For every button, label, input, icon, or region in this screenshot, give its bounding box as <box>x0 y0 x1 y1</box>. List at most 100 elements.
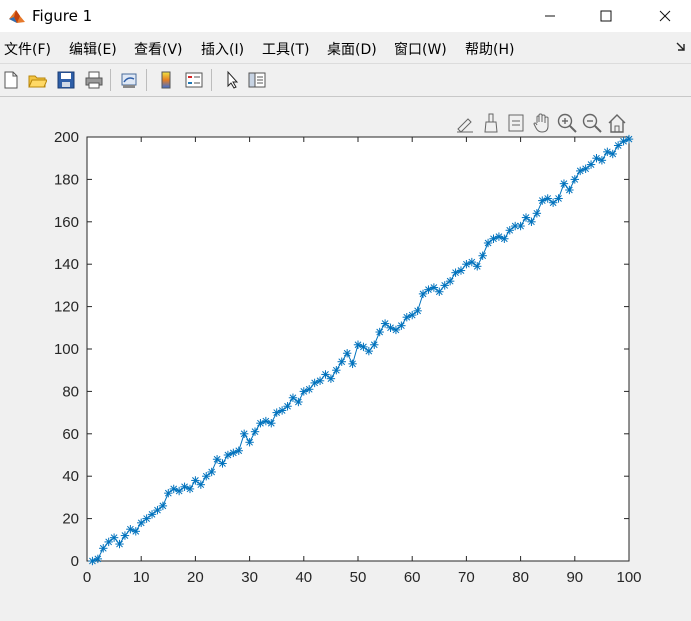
menu-help[interactable]: 帮助(H) <box>465 42 515 58</box>
data-point-marker <box>207 467 216 477</box>
menu-edit[interactable]: 编辑(E) <box>69 42 117 58</box>
data-point-marker <box>321 370 330 379</box>
x-tick-label: 60 <box>404 569 421 586</box>
data-point-marker <box>456 266 466 275</box>
axes-toolbar <box>454 112 632 134</box>
x-tick-label: 80 <box>512 569 529 586</box>
maximize-icon <box>600 10 612 22</box>
data-point-marker <box>348 359 357 369</box>
maximize-button[interactable] <box>583 0 629 32</box>
toolbar-separator <box>211 69 212 91</box>
y-tick-label: 20 <box>62 511 79 528</box>
brush-icon[interactable] <box>480 112 502 134</box>
data-point-marker <box>613 141 623 150</box>
data-point-marker <box>527 217 536 226</box>
save-icon <box>57 71 75 89</box>
home-icon[interactable] <box>606 112 628 134</box>
data-point-marker <box>586 160 596 169</box>
data-point-marker <box>131 527 140 536</box>
save-button[interactable] <box>55 69 77 91</box>
link-plot-icon <box>121 73 137 88</box>
data-point-marker <box>624 134 634 144</box>
data-point-marker <box>391 325 401 335</box>
colorbar-button[interactable] <box>155 69 177 91</box>
data-point-marker <box>93 554 103 564</box>
data-point-marker <box>510 221 520 231</box>
toolbar-separator <box>146 69 147 91</box>
data-point-marker <box>142 514 151 523</box>
menu-tools[interactable]: 工具(T) <box>262 42 310 58</box>
data-point-marker <box>294 397 303 407</box>
data-point-marker <box>440 281 449 290</box>
close-icon <box>659 10 671 22</box>
data-point-marker <box>364 346 374 356</box>
select-pointer-button[interactable] <box>221 69 243 91</box>
menu-file[interactable]: 文件(F) <box>4 42 51 58</box>
data-point-marker <box>137 518 146 528</box>
print-button[interactable] <box>83 69 105 91</box>
new-figure-button[interactable] <box>0 69 22 91</box>
data-point-marker <box>196 480 206 489</box>
window-title: Figure 1 <box>32 7 93 25</box>
x-tick-label: 90 <box>566 569 583 586</box>
x-tick-label: 20 <box>187 569 204 586</box>
data-point-marker <box>315 376 325 385</box>
data-point-marker <box>521 213 531 222</box>
link-plot-button[interactable] <box>118 69 140 91</box>
data-point-marker <box>212 455 222 464</box>
data-point-marker <box>413 306 422 316</box>
dock-arrow-icon[interactable] <box>675 40 687 52</box>
data-point-marker <box>435 287 444 296</box>
menu-bar: 文件(F) 编辑(E) 查看(V) 插入(I) 工具(T) 桌面(D) 窗口(W… <box>0 36 691 60</box>
data-point-marker <box>250 427 260 436</box>
pan-icon[interactable] <box>531 112 553 134</box>
menu-window[interactable]: 窗口(W) <box>394 42 447 58</box>
data-point-marker <box>408 310 417 320</box>
minimize-icon <box>545 15 555 17</box>
data-point-marker <box>418 289 428 299</box>
data-point-marker <box>191 476 200 485</box>
data-point-marker <box>164 488 173 498</box>
data-point-marker <box>543 194 552 203</box>
close-button[interactable] <box>642 0 688 32</box>
zoom-in-icon[interactable] <box>556 112 578 134</box>
property-inspector-button[interactable] <box>246 69 268 91</box>
data-point-marker <box>267 419 276 428</box>
legend-icon <box>185 72 203 88</box>
select-pointer-icon <box>227 70 239 89</box>
y-tick-label: 180 <box>54 171 79 188</box>
data-point-marker <box>305 385 314 394</box>
x-tick-label: 40 <box>295 569 312 586</box>
x-tick-label: 10 <box>133 569 150 586</box>
data-point-marker <box>500 234 509 243</box>
data-point-marker <box>597 156 607 165</box>
menu-view[interactable]: 查看(V) <box>134 42 183 58</box>
colorbar-icon <box>161 71 171 89</box>
tick-labels: 0 10 20 30 40 50 60 70 80 90 100 0 20 40 60 80 100 120 140… <box>54 129 642 586</box>
data-point-marker <box>326 374 336 383</box>
data-point-marker <box>218 459 227 468</box>
data-point-marker <box>332 366 341 375</box>
data-tips-icon[interactable] <box>505 112 527 134</box>
minimize-button[interactable] <box>527 0 573 32</box>
data-point-marker <box>429 283 439 292</box>
edit-plot-icon[interactable] <box>454 112 476 134</box>
open-file-button[interactable] <box>26 69 48 91</box>
menu-insert[interactable]: 插入(I) <box>201 42 245 58</box>
data-point-marker <box>337 357 346 366</box>
data-point-marker <box>277 406 287 415</box>
toolbar-separator <box>110 69 111 91</box>
menu-desktop[interactable]: 桌面(D) <box>327 42 377 58</box>
y-tick-label: 160 <box>54 214 79 231</box>
x-tick-label: 50 <box>350 569 367 586</box>
legend-button[interactable] <box>183 69 205 91</box>
data-point-marker <box>380 319 390 328</box>
data-point-marker <box>239 429 249 438</box>
data-point-marker <box>478 251 487 260</box>
zoom-out-icon[interactable] <box>581 112 603 134</box>
y-tick-label: 200 <box>54 129 79 146</box>
y-tick-label: 80 <box>62 383 79 400</box>
data-point-marker <box>115 539 124 549</box>
data-point-marker <box>554 194 563 203</box>
data-point-marker <box>473 262 482 271</box>
